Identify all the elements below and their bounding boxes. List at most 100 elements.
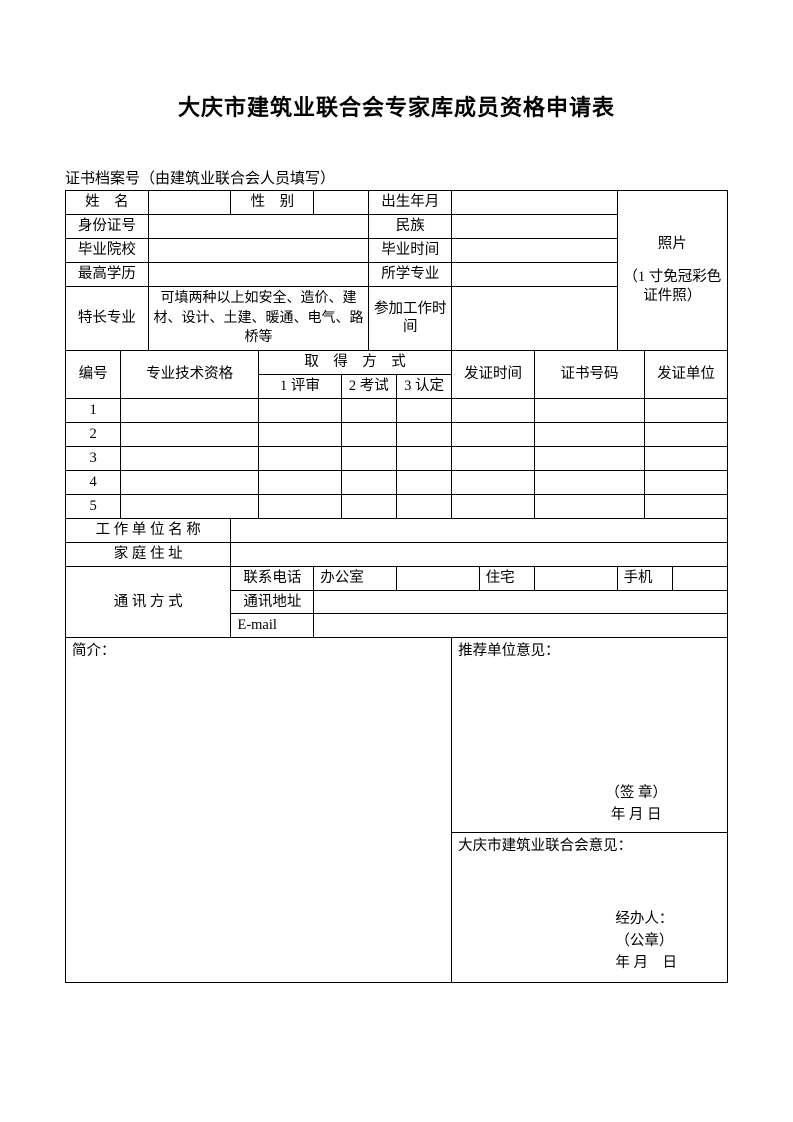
- cell[interactable]: [396, 494, 451, 518]
- cell[interactable]: [259, 422, 342, 446]
- label-major: 所学专业: [369, 263, 452, 287]
- field-gender[interactable]: [314, 191, 369, 215]
- cell[interactable]: [121, 422, 259, 446]
- cell[interactable]: [534, 446, 644, 470]
- cell[interactable]: [396, 422, 451, 446]
- label-edu: 最高学历: [66, 263, 149, 287]
- cell[interactable]: [452, 494, 535, 518]
- field-birth[interactable]: [452, 191, 617, 215]
- label-intro: 简介：: [72, 643, 116, 659]
- label-school: 毕业院校: [66, 239, 149, 263]
- cell[interactable]: [645, 470, 728, 494]
- label-specialty: 特长专业: [66, 287, 149, 351]
- opinion-unit-box[interactable]: 推荐单位意见： （签 章） 年 月 日: [452, 638, 728, 833]
- application-form-page: 大庆市建筑业联合会专家库成员资格申请表 证书档案号（由建筑业联合会人员填写） 姓…: [0, 0, 793, 1043]
- label-cert-no: 证书号码: [534, 350, 644, 398]
- label-phone: 联系电话: [231, 566, 314, 590]
- cell[interactable]: [452, 470, 535, 494]
- cell[interactable]: [121, 446, 259, 470]
- opinion-association-box[interactable]: 大庆市建筑业联合会意见： 经办人： （公章） 年 月 日: [452, 833, 728, 983]
- cell[interactable]: [259, 470, 342, 494]
- label-gender: 性 别: [231, 191, 314, 215]
- qual-row: 5: [66, 494, 728, 518]
- field-school[interactable]: [148, 239, 369, 263]
- cell[interactable]: [259, 494, 342, 518]
- opinion2-signature: 经办人： （公章） 年 月 日: [615, 909, 677, 974]
- cell[interactable]: [121, 494, 259, 518]
- row-index: 5: [66, 494, 121, 518]
- cell[interactable]: [534, 494, 644, 518]
- label-work-unit: 工 作 单 位 名 称: [66, 518, 231, 542]
- label-ethnic: 民族: [369, 215, 452, 239]
- field-worktime[interactable]: [452, 287, 617, 351]
- cell[interactable]: [645, 494, 728, 518]
- cell[interactable]: [645, 422, 728, 446]
- cell[interactable]: [259, 398, 342, 422]
- label-worktime: 参加工作时间: [369, 287, 452, 351]
- qual-row: 2: [66, 422, 728, 446]
- cell[interactable]: [645, 398, 728, 422]
- row-index: 3: [66, 446, 121, 470]
- field-ethnic[interactable]: [452, 215, 617, 239]
- cell[interactable]: [341, 446, 396, 470]
- label-method-2: 2 考试: [341, 374, 396, 398]
- field-idcard[interactable]: [148, 215, 369, 239]
- cell[interactable]: [534, 422, 644, 446]
- application-table: 姓 名 性 别 出生年月 照片 （1 寸免冠彩色证件照） 身份证号 民族 毕业院…: [65, 190, 728, 983]
- label-idcard: 身份证号: [66, 215, 149, 239]
- label-home-phone: 住宅: [479, 566, 534, 590]
- photo-box: 照片 （1 寸免冠彩色证件照）: [617, 191, 727, 351]
- field-name[interactable]: [148, 191, 231, 215]
- cell[interactable]: [452, 422, 535, 446]
- field-mail-address[interactable]: [314, 590, 728, 614]
- label-opinion2: 大庆市建筑业联合会意见：: [458, 838, 632, 854]
- label-mobile: 手机: [617, 566, 672, 590]
- specialty-note: 可填两种以上如安全、造价、建材、设计、土建、暖通、电气、路桥等: [148, 287, 369, 351]
- cell[interactable]: [396, 398, 451, 422]
- cell[interactable]: [396, 446, 451, 470]
- label-office: 办公室: [314, 566, 397, 590]
- cell[interactable]: [121, 398, 259, 422]
- form-title: 大庆市建筑业联合会专家库成员资格申请表: [65, 90, 728, 122]
- label-home-address: 家 庭 住 址: [66, 542, 231, 566]
- field-work-unit[interactable]: [231, 518, 728, 542]
- label-email: E-mail: [231, 614, 314, 638]
- field-mobile[interactable]: [672, 566, 727, 590]
- cell[interactable]: [341, 422, 396, 446]
- photo-title: 照片: [622, 235, 723, 254]
- photo-note: （1 寸免冠彩色证件照）: [622, 268, 723, 306]
- label-index: 编号: [66, 350, 121, 398]
- cell[interactable]: [534, 470, 644, 494]
- cell[interactable]: [645, 446, 728, 470]
- cell[interactable]: [121, 470, 259, 494]
- label-contact: 通 讯 方 式: [66, 566, 231, 638]
- cell[interactable]: [341, 470, 396, 494]
- label-birth: 出生年月: [369, 191, 452, 215]
- qual-row: 1: [66, 398, 728, 422]
- field-home-phone[interactable]: [534, 566, 617, 590]
- field-edu[interactable]: [148, 263, 369, 287]
- label-opinion1: 推荐单位意见：: [458, 643, 560, 659]
- cell[interactable]: [259, 446, 342, 470]
- field-email[interactable]: [314, 614, 728, 638]
- qual-row: 4: [66, 470, 728, 494]
- row-index: 2: [66, 422, 121, 446]
- field-home-address[interactable]: [231, 542, 728, 566]
- label-gradtime: 毕业时间: [369, 239, 452, 263]
- cell[interactable]: [534, 398, 644, 422]
- cell[interactable]: [341, 398, 396, 422]
- field-office[interactable]: [396, 566, 479, 590]
- archive-number-label: 证书档案号（由建筑业联合会人员填写）: [65, 167, 728, 188]
- row-index: 4: [66, 470, 121, 494]
- cell[interactable]: [452, 398, 535, 422]
- label-obtain-method: 取 得 方 式: [259, 350, 452, 374]
- cell[interactable]: [452, 446, 535, 470]
- label-issue-time: 发证时间: [452, 350, 535, 398]
- cell[interactable]: [341, 494, 396, 518]
- cell[interactable]: [396, 470, 451, 494]
- field-major[interactable]: [452, 263, 617, 287]
- intro-box[interactable]: 简介：: [66, 638, 452, 983]
- label-method-1: 1 评审: [259, 374, 342, 398]
- field-gradtime[interactable]: [452, 239, 617, 263]
- qual-row: 3: [66, 446, 728, 470]
